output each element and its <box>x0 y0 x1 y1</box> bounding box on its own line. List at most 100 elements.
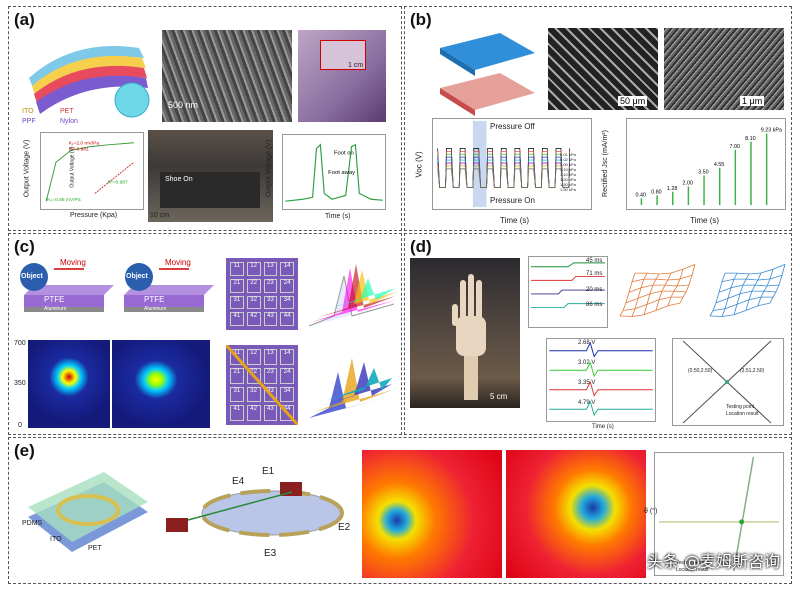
moving-label-1: Moving <box>60 258 86 267</box>
mesh-line <box>721 274 783 283</box>
chart-a2-xlabel: Time (s) <box>325 213 351 220</box>
panel-d-location-chart <box>672 338 784 426</box>
chart-a2-ylabel: Output Voltage (V) <box>265 139 273 198</box>
mesh-line <box>718 284 780 293</box>
panel-e-device-illustration <box>28 472 148 552</box>
chart-a1-r2b: R²=0.987 <box>108 180 128 186</box>
mesh-line <box>634 263 696 275</box>
mesh-line <box>667 269 684 306</box>
jsc-value-label: 8.10 <box>745 136 755 142</box>
grid-cell: 43 <box>263 405 278 421</box>
panel-d-voltage-chart <box>546 338 656 422</box>
panel-e-field-map-1 <box>362 450 502 578</box>
legend-item: 0.02 kPa <box>560 157 576 162</box>
grid-cell: 13 <box>263 262 278 276</box>
foot-on-label: Foot on <box>334 150 354 156</box>
mesh-line <box>721 272 738 317</box>
voc-trace <box>437 162 571 188</box>
panel-e-angle-chart <box>654 452 784 576</box>
chart-b1-xlabel: Time (s) <box>500 216 530 225</box>
grid-cell: 14 <box>280 262 294 276</box>
robot-hand <box>452 274 486 400</box>
panel-a-voltage-time-chart: Foot on Foot away <box>282 134 386 210</box>
legend-item: 1.30 kPa <box>560 182 576 187</box>
loc-p1: (0.50,2.50) <box>688 368 713 374</box>
grid-cell: 12 <box>246 262 261 276</box>
mesh-line <box>709 302 771 317</box>
grid-cell: 42 <box>246 312 261 326</box>
grid-cell: 34 <box>280 295 294 310</box>
mesh-line <box>619 302 681 317</box>
time-71ms: 71 ms <box>586 271 603 277</box>
legend-item: 1.50 kPa <box>560 187 576 192</box>
mesh-line <box>757 269 774 306</box>
panel-d <box>404 233 792 435</box>
panel-d-mesh-2 <box>709 263 786 317</box>
grid-cell: 24 <box>280 278 294 293</box>
mesh-line <box>643 273 660 315</box>
mesh-line <box>709 272 726 317</box>
electrode-e1: E1 <box>262 466 275 477</box>
mesh-line <box>655 272 672 311</box>
panel-b <box>404 6 792 231</box>
layer-pet-e: PET <box>88 545 102 552</box>
mesh-line <box>724 263 786 275</box>
panel-c-label: (c) <box>14 237 35 256</box>
grid-cell: 14 <box>280 349 294 365</box>
grid-cell: 44 <box>280 312 294 326</box>
loc-p2: (3.51,2.50) <box>740 368 765 374</box>
heat-tick-0: 0 <box>18 422 22 429</box>
layer-ppf: PPF <box>22 118 36 125</box>
jsc-value-label: 4.55 <box>714 162 724 168</box>
panel-a <box>8 6 402 231</box>
photo-d-scale: 5 cm <box>490 392 508 401</box>
panel-c-electrode-grid-1: 11 12 13 14 21 22 23 24 31 32 33 34 41 4… <box>226 258 298 330</box>
object-label-1: Object <box>21 273 43 280</box>
grid-cell: 23 <box>263 367 278 384</box>
mesh-line <box>631 272 648 317</box>
legend-item: 1.20 kPa <box>560 177 576 182</box>
chart-e-ylabel: θ (°) <box>644 508 658 515</box>
grid-cell: 33 <box>263 295 278 310</box>
pressure-curve <box>45 142 134 202</box>
legend-item: 0.01 kPa <box>560 152 576 157</box>
panel-b-sem-image-2 <box>664 28 784 110</box>
ptfe-label-1: PTFE <box>44 295 65 304</box>
panel-d-label: (d) <box>410 237 432 256</box>
finger-scale-label: 1 cm <box>348 62 364 69</box>
legend-item: 1.10 kPa <box>560 167 576 172</box>
grid-cell: 24 <box>280 367 294 384</box>
electrode-e2: E2 <box>338 522 351 533</box>
moving-label-2: Moving <box>165 258 191 267</box>
shoe-on-label: Shoe On <box>165 176 193 183</box>
chart-e-testing: Testing point <box>676 560 705 566</box>
volt-3.02: 3.02 V <box>578 360 596 366</box>
chart-b1-ylabel: Voc (V) <box>414 151 424 178</box>
grid-cell: 33 <box>263 386 278 403</box>
grid-cell: 31 <box>230 386 244 403</box>
chart-a1-k2: K₂=0.68 mV/Pa <box>47 197 81 203</box>
layer-ito-e: ITO <box>50 536 62 543</box>
foot-voltage-trace <box>285 143 383 202</box>
panel-e <box>8 437 792 584</box>
panel-c-waterfall-2 <box>309 358 392 418</box>
grid-cell: 21 <box>230 367 244 384</box>
mesh-line <box>712 296 774 311</box>
grid-cell: 11 <box>230 262 244 276</box>
chart-b1-on: Pressure On <box>490 196 535 205</box>
chart-e-location: Location result <box>676 567 709 573</box>
time-86ms: 86 ms <box>586 302 603 308</box>
jsc-value-label: 0.40 <box>636 192 646 198</box>
grid-cell: 21 <box>230 278 244 293</box>
panel-a-pressure-chart: K₁=2.0 mV/Pa R²=0.981 K₂=0.68 mV/Pa R²=0… <box>40 132 144 210</box>
sem1-scale: 50 μm <box>618 96 648 106</box>
time-45ms: 45 ms <box>586 258 603 264</box>
mesh-line <box>631 274 693 283</box>
volt-3.35: 3.35 V <box>578 380 596 386</box>
mesh-line <box>628 284 690 293</box>
panel-b-voc-chart <box>432 118 592 210</box>
grid-cell: 32 <box>246 386 261 403</box>
legend-item: 1.00 kPa <box>560 162 576 167</box>
voc-trace <box>437 156 571 188</box>
mesh-line <box>625 290 687 304</box>
